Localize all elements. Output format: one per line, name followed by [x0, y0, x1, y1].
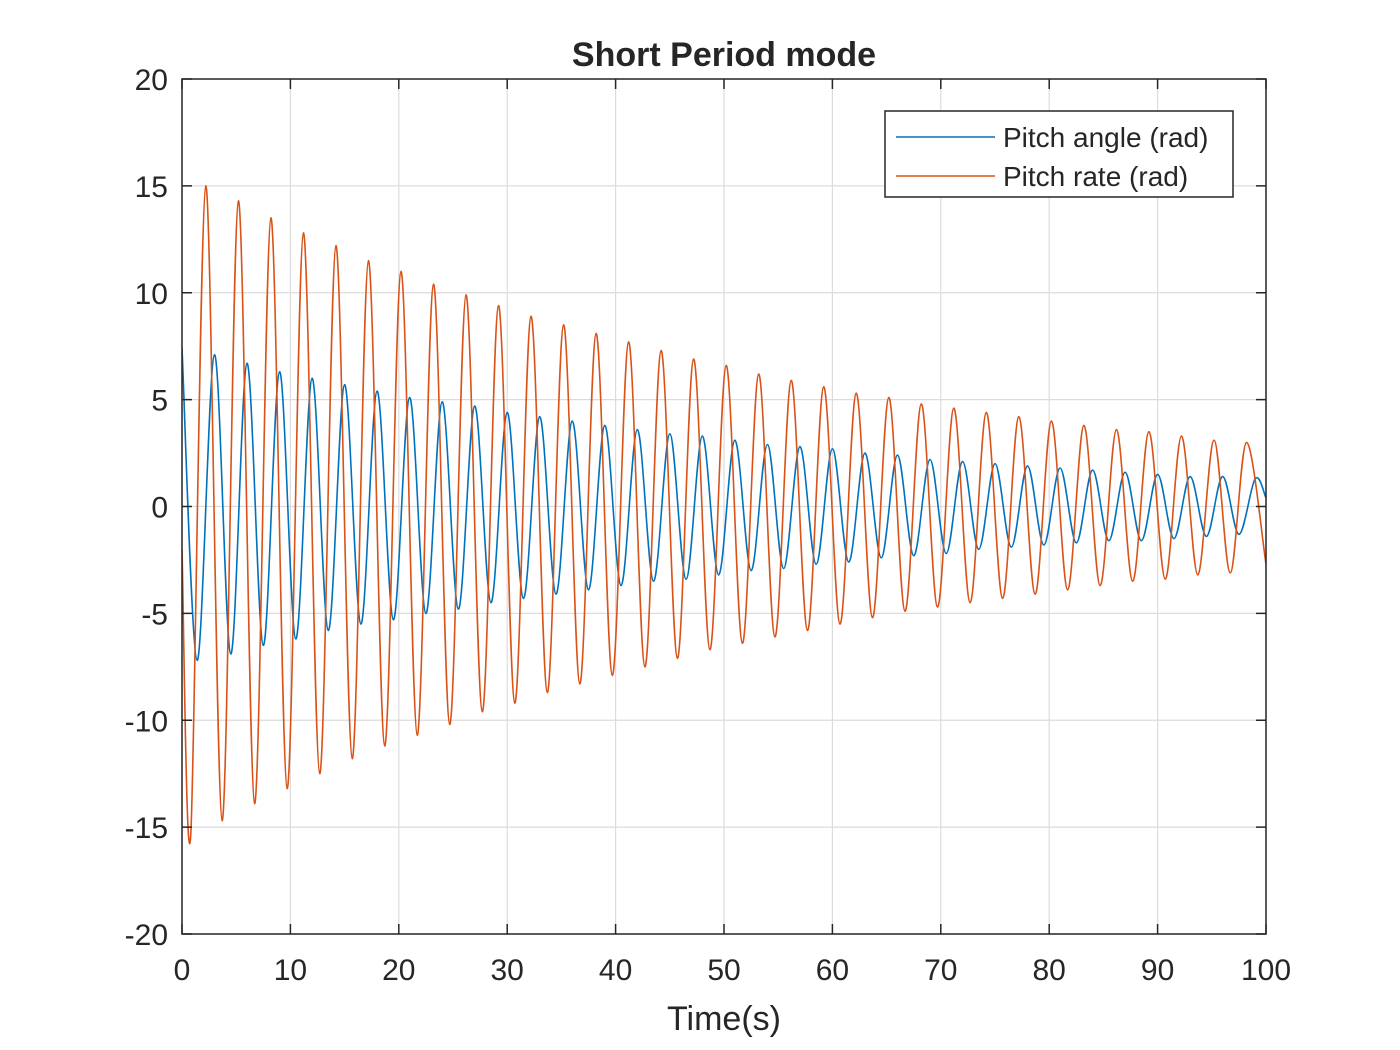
x-tick-label: 90	[1141, 954, 1174, 987]
legend: Pitch angle (rad) Pitch rate (rad)	[884, 110, 1234, 198]
chart-title: Short Period mode	[572, 36, 876, 74]
legend-box	[884, 110, 1234, 198]
axis-ticks	[181, 78, 1267, 935]
x-tick-label: 60	[816, 954, 849, 987]
y-tick-labels: -20 -15 -10 -5 0 5 10 15 20	[125, 64, 168, 952]
series-group	[182, 185, 1266, 845]
x-tick-label: 40	[599, 954, 632, 987]
x-tick-label: 70	[924, 954, 957, 987]
legend-label-pitch-angle: Pitch angle (rad)	[1003, 122, 1208, 153]
x-tick-label: 50	[707, 954, 740, 987]
x-tick-label: 80	[1033, 954, 1066, 987]
x-tick-label: 30	[491, 954, 524, 987]
x-tick-label: 0	[174, 954, 191, 987]
y-tick-label: 10	[135, 278, 168, 311]
y-tick-label: 15	[135, 171, 168, 204]
y-tick-label: -20	[125, 919, 168, 952]
y-tick-label: -10	[125, 705, 168, 738]
y-tick-label: 5	[151, 385, 168, 418]
x-tick-label: 10	[274, 954, 307, 987]
x-tick-label: 20	[382, 954, 415, 987]
legend-label-pitch-rate: Pitch rate (rad)	[1003, 161, 1188, 192]
x-tick-labels: 0 10 20 30 40 50 60 70 80 90 100	[174, 954, 1291, 987]
x-axis-label: Time(s)	[667, 1000, 781, 1038]
y-tick-label: -5	[141, 598, 168, 631]
series-layer	[182, 185, 1266, 845]
y-tick-label: -15	[125, 812, 168, 845]
series-line-pitch-rate	[182, 185, 1266, 845]
x-tick-label: 100	[1241, 954, 1291, 987]
series-line-pitch-angle	[182, 348, 1266, 662]
y-tick-label: 0	[151, 492, 168, 525]
y-tick-label: 20	[135, 64, 168, 97]
